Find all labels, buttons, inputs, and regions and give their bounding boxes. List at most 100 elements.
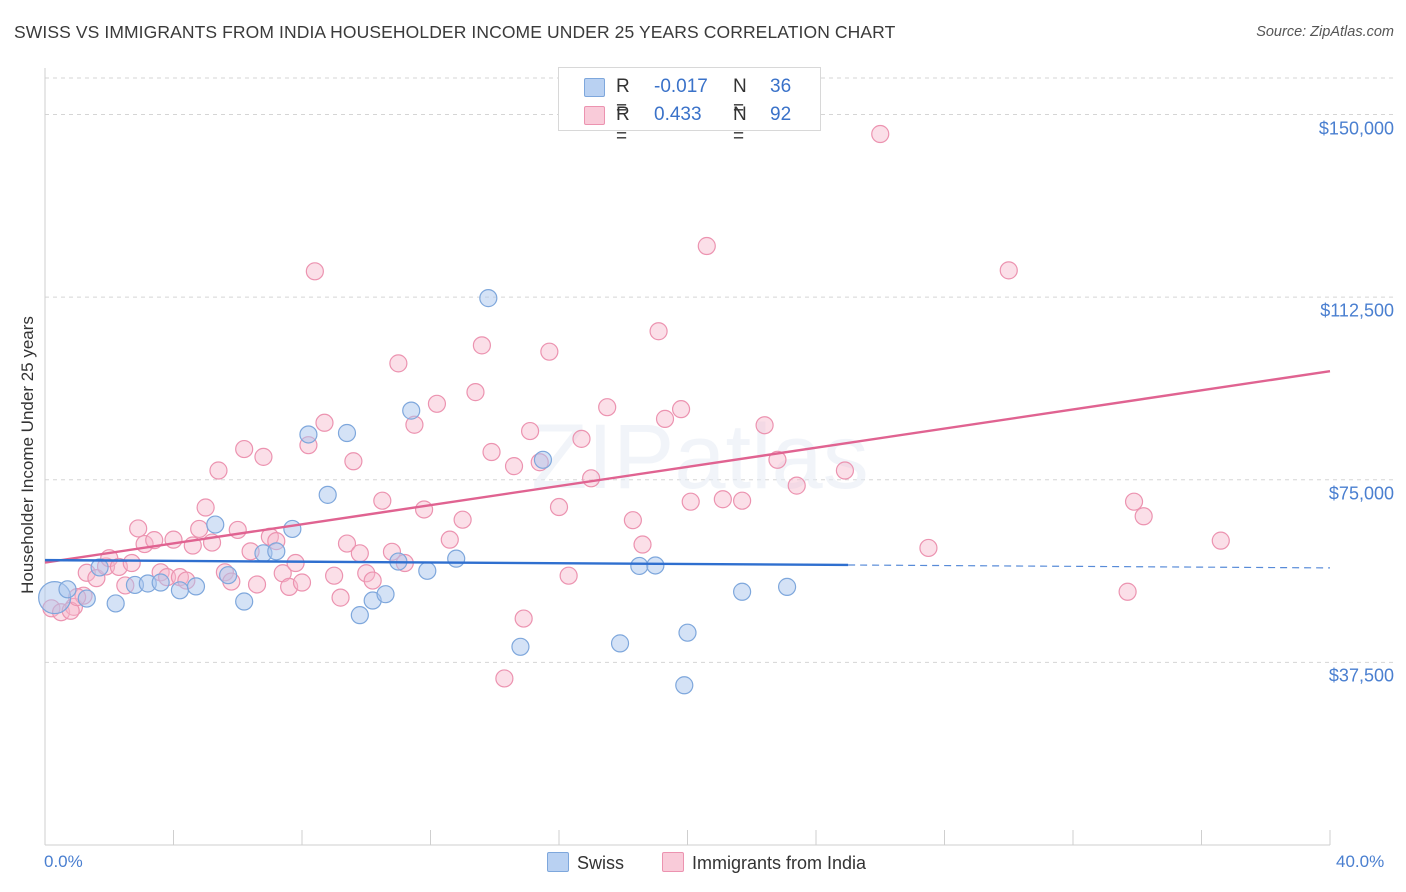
- trend-lines: [44, 369, 1331, 569]
- swiss-point: [186, 577, 206, 596]
- india-point: [681, 492, 700, 511]
- india-n-value: 92: [770, 104, 792, 125]
- swiss-point: [170, 581, 190, 600]
- india-point: [520, 421, 540, 441]
- india-point: [363, 571, 382, 590]
- x-tick-label-max: 40.0%: [1336, 852, 1385, 871]
- india-point: [122, 553, 141, 573]
- india-point: [209, 461, 228, 480]
- india-point: [835, 461, 855, 480]
- india-point: [919, 538, 938, 558]
- india-point: [768, 450, 787, 469]
- india-point: [671, 400, 691, 419]
- swiss-point: [283, 519, 302, 539]
- india-point: [472, 336, 491, 355]
- swiss-point: [235, 592, 254, 611]
- legend-swiss-label: Swiss: [577, 853, 625, 873]
- legend-india-swatch: [662, 852, 684, 872]
- india-point: [598, 398, 617, 417]
- india-point: [504, 457, 524, 476]
- swiss-r-label: R =: [616, 76, 630, 119]
- legend-swiss: Swiss: [547, 852, 624, 874]
- swiss-point: [206, 515, 225, 534]
- swiss-point: [267, 542, 286, 561]
- india-point: [655, 409, 675, 428]
- x-tick-label-min: 0.0%: [44, 852, 83, 871]
- swiss-point: [678, 623, 697, 642]
- swiss-point: [511, 637, 530, 656]
- india-point: [482, 442, 501, 462]
- india-point: [164, 530, 183, 549]
- swiss-point: [106, 594, 125, 613]
- swiss-point: [299, 425, 318, 444]
- india-point: [389, 354, 408, 373]
- india-point: [337, 534, 357, 553]
- india-trend-line: [44, 369, 1331, 564]
- india-point: [247, 575, 267, 594]
- swiss-point: [646, 556, 665, 575]
- india-point: [540, 342, 559, 361]
- india-point: [427, 394, 447, 413]
- gridlines: [45, 77, 1395, 663]
- india-point: [235, 439, 254, 459]
- swiss-n-value: 36: [770, 76, 792, 97]
- swiss-point: [675, 676, 694, 695]
- stats-box: R = -0.017 N = 36 R = 0.433 N = 92: [558, 67, 821, 147]
- india-point: [305, 262, 324, 281]
- source-credit: Source: ZipAtlas.com: [1256, 24, 1394, 40]
- india-point: [466, 383, 485, 402]
- watermark: ZIPatlas: [531, 406, 868, 508]
- india-point: [633, 535, 652, 554]
- axes: [44, 68, 1331, 846]
- india-r-value: 0.433: [654, 104, 702, 125]
- india-point: [514, 609, 533, 628]
- india-point: [453, 510, 472, 529]
- india-point: [292, 573, 312, 592]
- india-r-label: R =: [616, 104, 630, 147]
- swiss-point: [376, 585, 395, 604]
- india-point: [697, 236, 716, 256]
- swiss-trend-line: [44, 558, 849, 567]
- india-point: [190, 519, 209, 539]
- india-point: [559, 566, 578, 585]
- india-point: [357, 564, 376, 583]
- y-tick-label: $37,500: [1328, 665, 1394, 686]
- swiss-point: [219, 566, 238, 585]
- swiss-point: [777, 577, 797, 596]
- india-point: [649, 322, 668, 341]
- india-point: [1124, 492, 1144, 511]
- india-point: [440, 530, 459, 549]
- india-point: [145, 531, 164, 550]
- swiss-point: [77, 589, 96, 608]
- swiss-point: [479, 289, 498, 308]
- india-point: [414, 500, 434, 519]
- y-tick-label: $150,000: [1318, 118, 1394, 139]
- swiss-point: [90, 558, 109, 577]
- swiss-point: [733, 582, 752, 601]
- swiss-point: [418, 561, 437, 580]
- india-point: [373, 491, 392, 510]
- india-point: [733, 491, 752, 510]
- swiss-point: [151, 573, 170, 592]
- india-point: [350, 544, 369, 563]
- swiss-n-label: N =: [733, 76, 747, 119]
- swiss-point: [610, 634, 630, 653]
- y-tick-label: $112,500: [1320, 300, 1394, 321]
- india-point: [325, 566, 344, 585]
- india-point: [196, 498, 215, 517]
- legend-india: Immigrants from India: [662, 852, 866, 874]
- swiss-point: [337, 423, 357, 443]
- india-point: [549, 497, 569, 517]
- india-point: [1118, 582, 1137, 601]
- india-point: [999, 261, 1018, 280]
- india-point: [1134, 507, 1153, 526]
- india-point: [1211, 531, 1230, 550]
- india-point: [286, 553, 305, 573]
- india-point: [713, 490, 732, 509]
- india-swatch: [584, 106, 605, 125]
- swiss-point: [533, 450, 553, 469]
- india-point: [755, 416, 774, 435]
- india-point: [344, 452, 363, 471]
- swiss-point: [447, 549, 466, 568]
